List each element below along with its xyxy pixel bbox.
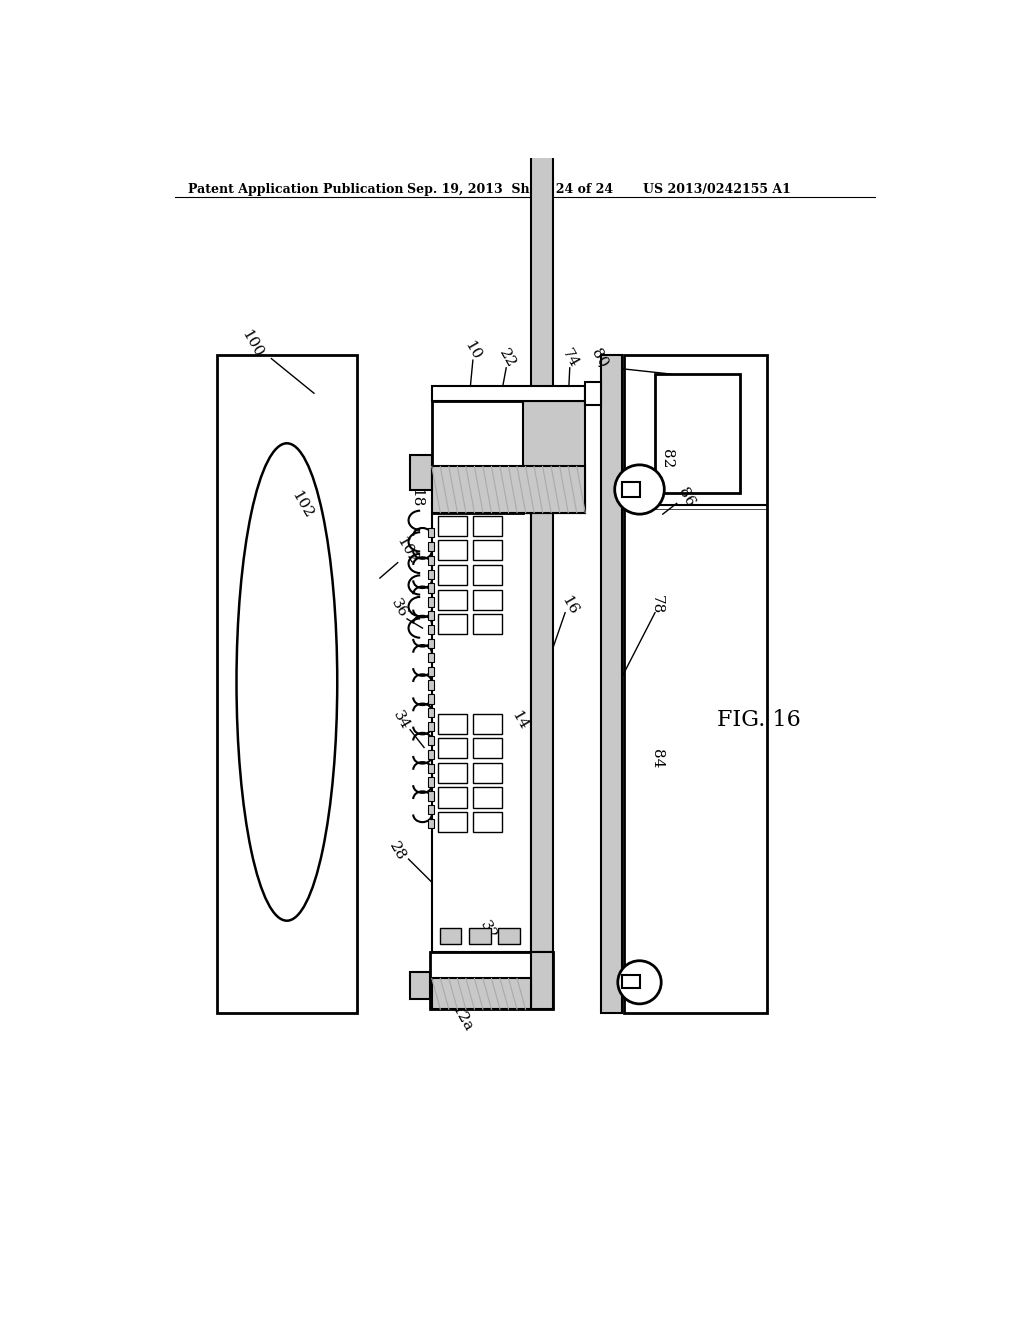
Bar [473,812,503,832]
Bar [428,750,434,759]
Bar [432,401,523,512]
Bar [428,543,434,552]
Bar [432,512,531,952]
Bar [217,355,356,1014]
Text: 10: 10 [462,339,483,363]
Bar [473,516,503,536]
Bar [428,708,434,718]
Bar [601,355,623,1014]
Text: 34: 34 [390,709,412,733]
Bar [428,818,434,829]
Text: FIG. 16: FIG. 16 [717,710,801,731]
Bar [523,401,586,512]
Text: 12a: 12a [449,1003,474,1035]
Bar [473,738,503,758]
Bar [428,667,434,676]
Bar [473,763,503,783]
Bar [531,952,553,1010]
Bar [428,763,434,774]
Text: 78: 78 [649,595,664,615]
Bar [428,681,434,689]
Bar [428,737,434,744]
Bar [473,714,503,734]
Text: Sep. 19, 2013  Sheet 24 of 24: Sep. 19, 2013 Sheet 24 of 24 [407,183,613,197]
Bar [473,788,503,808]
Text: 74: 74 [559,347,581,371]
Bar [430,952,553,1010]
Bar [438,763,467,783]
Bar [432,466,586,512]
Bar [428,611,434,620]
Bar [428,556,434,565]
Bar [473,590,503,610]
Text: 100: 100 [239,327,265,359]
Bar [428,805,434,814]
Bar [428,598,434,607]
Bar [432,978,531,1010]
Bar [438,516,467,536]
Bar [655,374,740,494]
Text: US 2013/0242155 A1: US 2013/0242155 A1 [643,183,792,197]
Text: 102: 102 [289,488,315,521]
Text: 80: 80 [589,347,610,371]
Bar [531,74,553,952]
Ellipse shape [237,444,337,921]
Bar [438,788,467,808]
Bar [438,565,467,585]
Text: 36: 36 [388,597,411,620]
Bar [428,570,434,579]
Text: 86: 86 [675,486,697,510]
Bar [428,722,434,731]
Bar [428,653,434,663]
Bar [432,385,586,401]
Circle shape [617,961,662,1005]
Bar [586,381,601,405]
Bar [439,928,461,944]
Text: 22: 22 [497,347,519,371]
Text: 82: 82 [659,449,674,469]
Bar [438,738,467,758]
Bar [473,565,503,585]
Bar [438,714,467,734]
Bar [428,528,434,537]
Circle shape [614,465,665,513]
Bar [438,590,467,610]
Text: 102: 102 [393,535,421,568]
Bar [438,812,467,832]
Bar [428,694,434,704]
Text: 20: 20 [497,445,511,465]
Bar [473,614,503,635]
Bar [410,455,432,490]
Bar [410,973,430,999]
Bar [428,626,434,635]
Bar [428,583,434,593]
Text: 12: 12 [455,441,468,461]
Bar [428,639,434,648]
Text: 76: 76 [474,482,487,500]
Bar [428,792,434,800]
Bar [469,928,490,944]
Text: Patent Application Publication: Patent Application Publication [188,183,403,197]
Bar [438,540,467,561]
Text: 16: 16 [559,593,581,616]
Text: 84: 84 [649,750,664,768]
Text: 32: 32 [477,917,500,942]
Bar [473,540,503,561]
Bar [428,777,434,787]
Text: 28: 28 [387,840,409,863]
Bar [499,928,520,944]
Text: 18: 18 [410,487,423,507]
Bar [623,974,640,989]
Text: 14: 14 [509,709,530,733]
Bar [623,482,640,498]
Bar [438,614,467,635]
Bar [624,355,767,1014]
